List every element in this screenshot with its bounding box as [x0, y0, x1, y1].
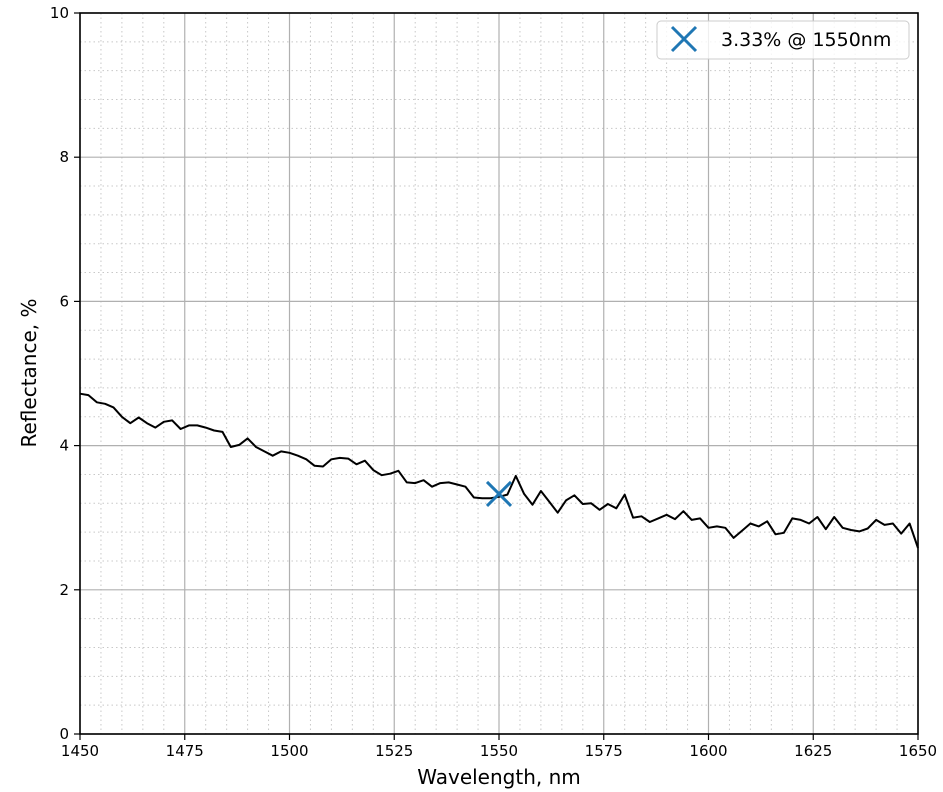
highlight-marker	[485, 480, 513, 507]
x-tick-label: 1625	[794, 742, 832, 760]
legend-box	[656, 20, 910, 60]
grid	[79, 12, 919, 735]
y-tick-label: 8	[59, 148, 69, 166]
x-tick-label: 1575	[585, 742, 623, 760]
x-tick-label: 1550	[480, 742, 518, 760]
legend: 3.33% @ 1550nm	[656, 20, 910, 60]
x-tick-labels: 1450 1475 1500 1525 1550 1575 1600 1625 1650	[61, 742, 937, 760]
y-tick-labels: 0 2 4 6 8 10	[50, 4, 69, 743]
highlight-marker-stroke	[485, 480, 513, 507]
y-tick-label: 2	[59, 581, 69, 599]
legend-marker-icon	[670, 25, 698, 53]
y-tick-label: 0	[59, 725, 69, 743]
x-axis-label: Wavelength, nm	[417, 765, 581, 789]
x-tick-label: 1650	[899, 742, 937, 760]
y-tick-label: 4	[59, 437, 69, 455]
x-tick-label: 1600	[689, 742, 727, 760]
y-tick-label: 10	[50, 4, 69, 22]
x-tick-label: 1525	[375, 742, 413, 760]
x-tick-label: 1500	[270, 742, 308, 760]
series-line	[79, 392, 919, 549]
x-tick-label: 1450	[61, 742, 99, 760]
x-tick-label: 1475	[166, 742, 204, 760]
legend-label: 3.33% @ 1550nm	[721, 29, 891, 51]
plot-area	[79, 392, 919, 549]
tick-marks	[74, 12, 919, 740]
y-tick-label: 6	[59, 292, 69, 310]
y-axis-label: Reflectance, %	[17, 299, 41, 448]
